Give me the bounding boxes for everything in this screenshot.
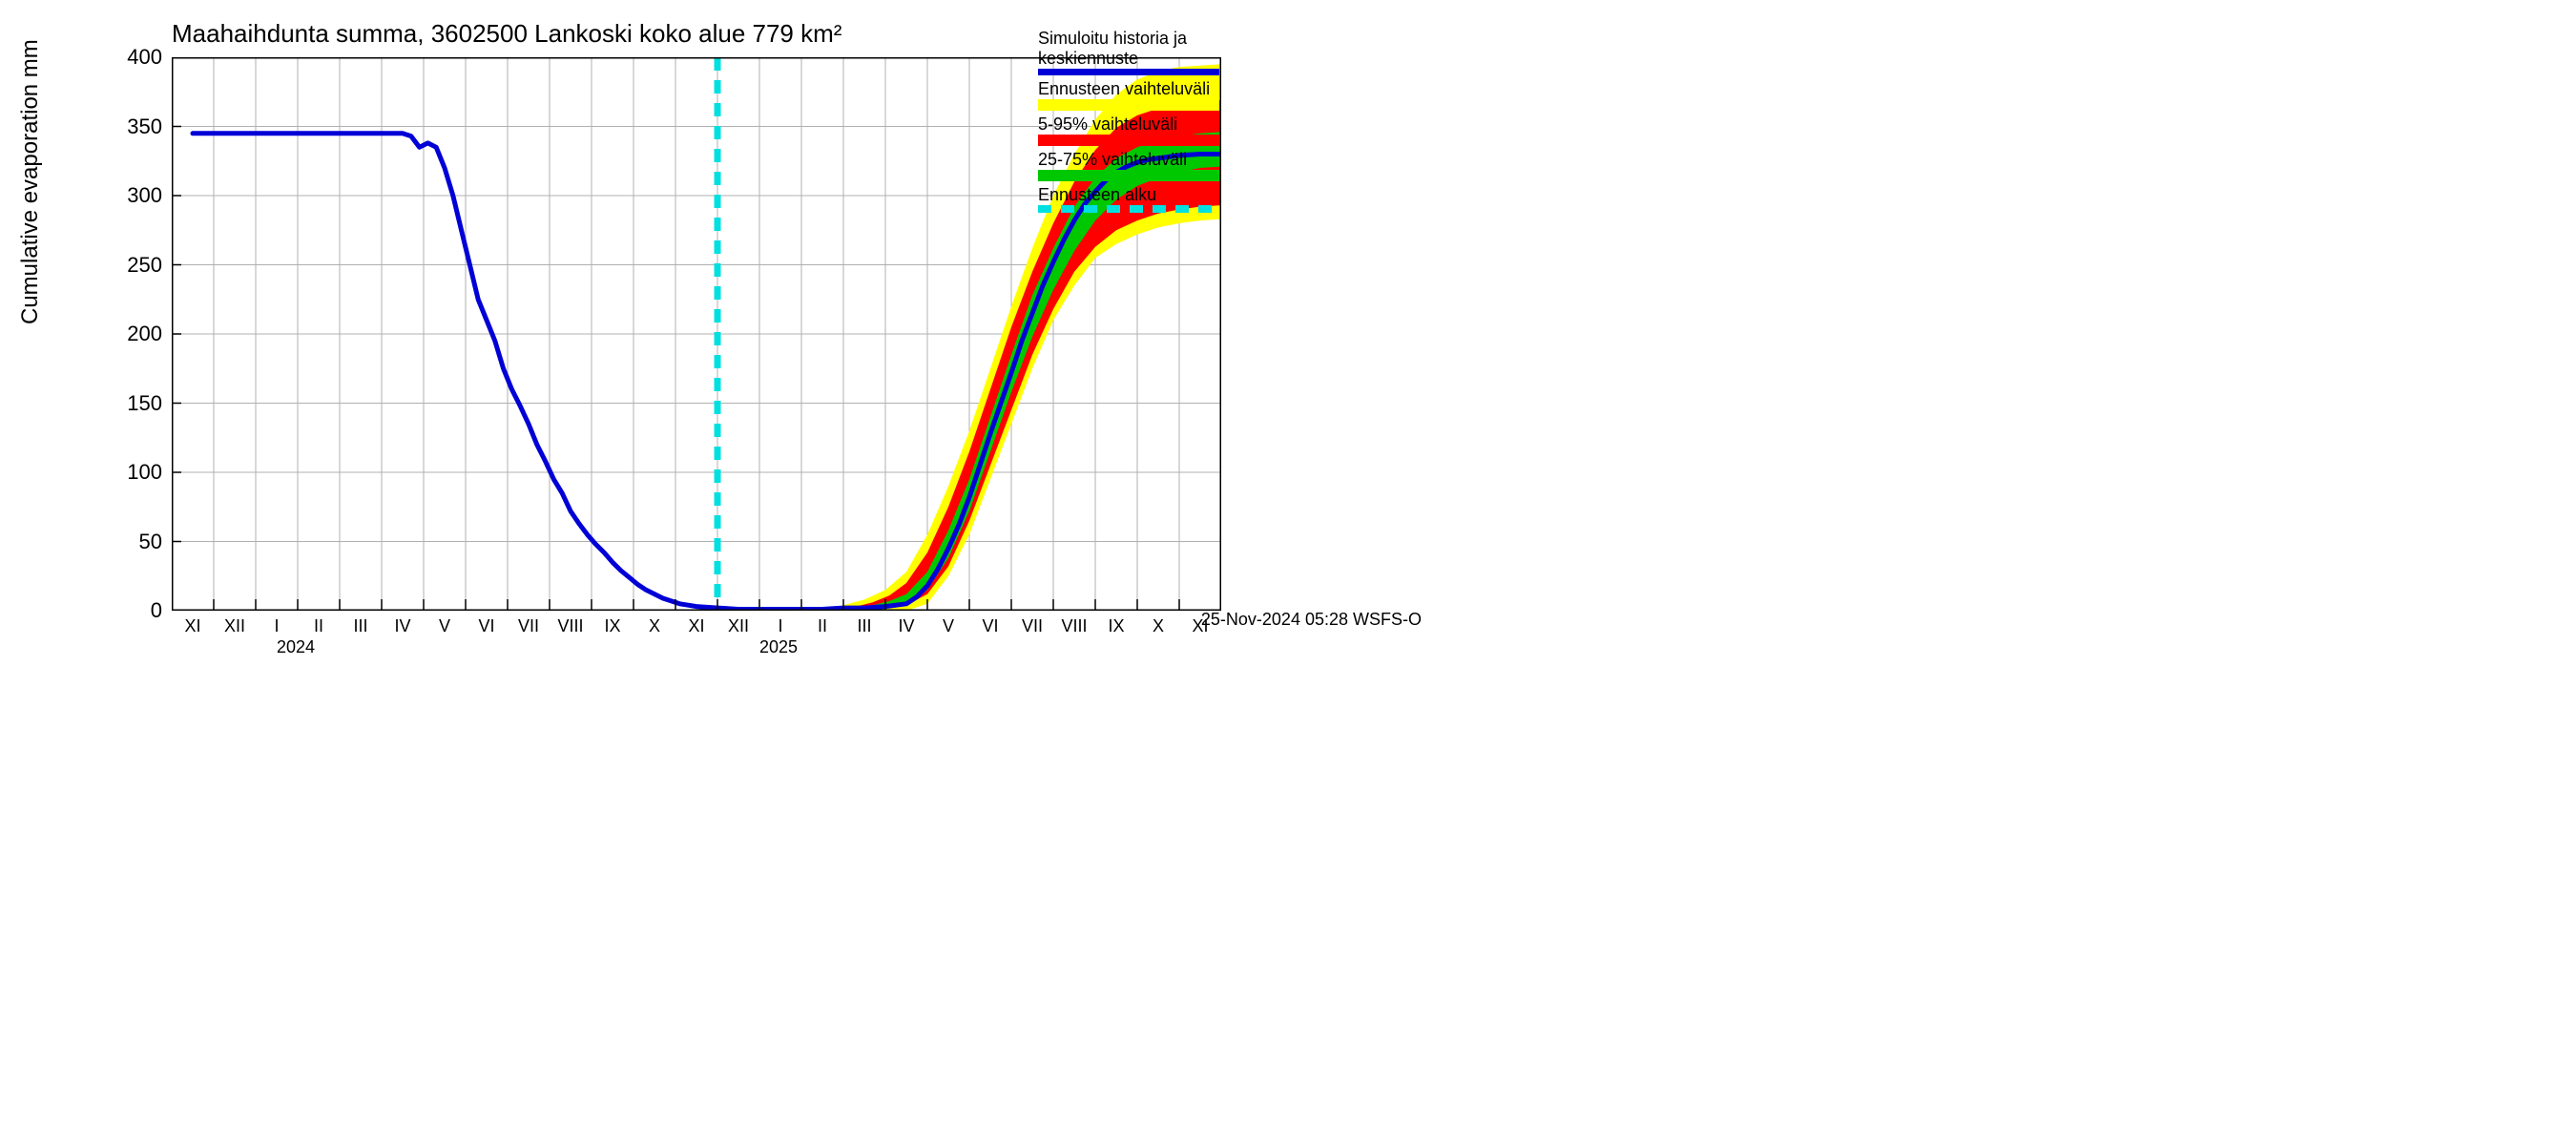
x-tick-label: IX (1102, 616, 1131, 636)
x-tick-label: II (304, 616, 333, 636)
chart-container: Maahaihdunta summa, 3602500 Lankoski kok… (0, 0, 1431, 639)
legend-item: Simuloitu historia jakeskiennuste (1038, 29, 1229, 75)
x-tick-label: X (640, 616, 669, 636)
chart-title: Maahaihdunta summa, 3602500 Lankoski kok… (172, 19, 841, 49)
y-tick-label: 100 (105, 460, 162, 485)
legend-item: Ennusteen vaihteluväli (1038, 79, 1229, 111)
x-tick-label: III (346, 616, 375, 636)
x-tick-label: VIII (556, 616, 585, 636)
y-tick-label: 350 (105, 114, 162, 139)
x-tick-label: V (934, 616, 963, 636)
x-tick-label: IX (598, 616, 627, 636)
x-year-label: 2025 (759, 637, 798, 657)
legend-label: Ennusteen alku (1038, 185, 1229, 205)
x-tick-label: X (1144, 616, 1173, 636)
legend: Simuloitu historia jakeskiennuste Ennuste… (1038, 29, 1229, 217)
legend-swatch (1038, 205, 1219, 213)
legend-swatch (1038, 170, 1219, 181)
y-tick-label: 300 (105, 183, 162, 208)
x-tick-label: I (766, 616, 795, 636)
x-tick-label: VIII (1060, 616, 1089, 636)
y-tick-label: 250 (105, 253, 162, 278)
x-tick-label: II (808, 616, 837, 636)
x-tick-label: I (262, 616, 291, 636)
y-axis-label: Cumulative evaporation mm (17, 39, 44, 324)
legend-label: keskiennuste (1038, 49, 1229, 69)
x-tick-label: IV (892, 616, 921, 636)
y-tick-label: 400 (105, 45, 162, 70)
x-tick-label: VI (472, 616, 501, 636)
x-tick-label: VII (1018, 616, 1047, 636)
x-tick-label: V (430, 616, 459, 636)
legend-item: 25-75% vaihteluväli (1038, 150, 1229, 181)
y-tick-label: 0 (105, 598, 162, 623)
x-tick-label: XI (178, 616, 207, 636)
legend-swatch (1038, 135, 1219, 146)
y-tick-label: 50 (105, 530, 162, 554)
x-year-label: 2024 (277, 637, 315, 657)
x-tick-label: III (850, 616, 879, 636)
x-tick-label: XII (220, 616, 249, 636)
footer-timestamp: 25-Nov-2024 05:28 WSFS-O (1201, 610, 1422, 630)
legend-swatch (1038, 99, 1219, 111)
legend-label: Simuloitu historia ja (1038, 29, 1229, 49)
x-tick-label: XII (724, 616, 753, 636)
legend-label: Ennusteen vaihteluväli (1038, 79, 1229, 99)
x-tick-label: VI (976, 616, 1005, 636)
legend-label: 25-75% vaihteluväli (1038, 150, 1229, 170)
x-tick-label: XI (682, 616, 711, 636)
legend-item: 5-95% vaihteluväli (1038, 114, 1229, 146)
y-tick-label: 150 (105, 391, 162, 416)
x-tick-label: VII (514, 616, 543, 636)
x-tick-label: IV (388, 616, 417, 636)
legend-item: Ennusteen alku (1038, 185, 1229, 213)
legend-label: 5-95% vaihteluväli (1038, 114, 1229, 135)
legend-swatch (1038, 69, 1219, 75)
y-tick-label: 200 (105, 322, 162, 346)
